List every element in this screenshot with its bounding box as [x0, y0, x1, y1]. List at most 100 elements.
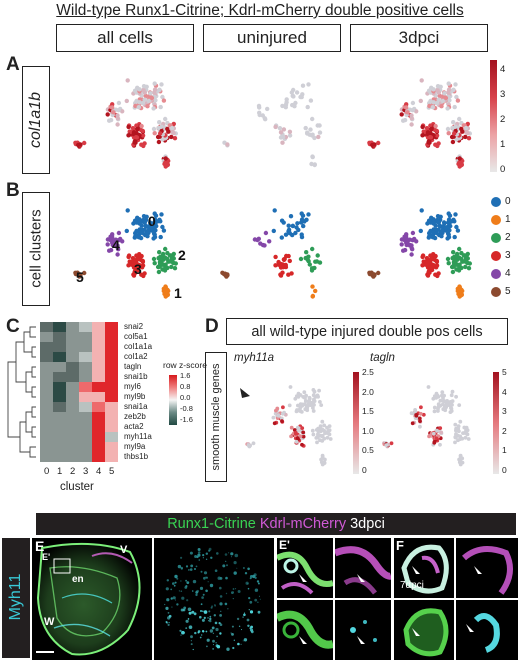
umap-point [420, 124, 425, 130]
umap-point [293, 431, 298, 436]
cyan-signal [258, 595, 260, 597]
cyan-signal [201, 618, 205, 622]
heatmap-cell [92, 402, 105, 412]
heatmap-gene-label: snai1b [124, 372, 148, 381]
umap-point [445, 236, 450, 241]
umap-point [152, 81, 157, 86]
colorbar-tick: 0 [502, 464, 507, 475]
heatmap-cell [79, 342, 92, 352]
cyan-signal [206, 645, 208, 648]
umap-point [301, 434, 306, 439]
umap-point [126, 254, 131, 260]
umap-point [152, 217, 158, 222]
umap-point [430, 235, 435, 240]
cyan-signal [197, 553, 201, 557]
umap-point [425, 260, 431, 265]
cyan-signal [180, 590, 183, 592]
heatmap-cell [92, 322, 105, 332]
umap-point [465, 432, 469, 436]
umap-point [160, 224, 165, 230]
umap-point [279, 416, 284, 421]
colorbar-tick: 2.5 [362, 367, 374, 377]
umap-point [451, 250, 456, 255]
cyan-signal [212, 632, 214, 634]
cyan-signal [174, 574, 178, 579]
cyan-signal [191, 610, 195, 614]
umap-point [145, 234, 150, 239]
heatmap-gene-label: snai2 [124, 322, 144, 331]
myh11-side-box: Myh11 [2, 538, 30, 658]
umap-point [455, 426, 459, 431]
umap-point [169, 264, 174, 270]
umap-point [314, 436, 319, 440]
umap-point [313, 259, 318, 264]
legend-swatch [491, 232, 501, 243]
heatmap-gene-label: col1a2 [124, 352, 148, 361]
panel-letter-e: E [35, 538, 45, 554]
dendrogram-branch [29, 326, 36, 338]
umap-point [315, 123, 320, 128]
umap-point [443, 225, 449, 231]
umap-point [389, 441, 394, 446]
heatmap-cell [79, 422, 92, 432]
umap-point [145, 104, 150, 109]
cyan-signal [185, 565, 189, 568]
umap-point [298, 434, 303, 439]
panel-letter-d: D [205, 316, 219, 337]
cyan-signal [202, 554, 205, 557]
legend-item: 3 [491, 250, 511, 261]
umap-point [300, 442, 304, 447]
heatmap-cell [40, 362, 53, 372]
umap-point [299, 211, 304, 216]
umap-myh11a [240, 385, 333, 467]
umap-point [309, 133, 315, 138]
umap-point [157, 120, 162, 125]
umap-point [141, 214, 147, 219]
micro-e-prime-cyan [335, 600, 391, 660]
umap-point [427, 434, 431, 439]
umap-point [457, 116, 462, 122]
umap-point [414, 413, 419, 418]
umap-point [297, 428, 301, 433]
heatmap-cell [105, 452, 118, 462]
legend-swatch [491, 196, 501, 207]
heatmap-cell [105, 322, 118, 332]
heatmap-cell [40, 372, 53, 382]
umap-point [120, 109, 125, 114]
heatmap-cell [53, 442, 66, 452]
cyan-signal [230, 632, 232, 634]
cyan-signal [180, 634, 182, 636]
cyan-signal [207, 581, 209, 583]
heatmap-cell [66, 422, 79, 432]
umap-point [120, 239, 125, 244]
cyan-signal [225, 560, 227, 562]
heatmap-cell [92, 372, 105, 382]
cyan-signal [243, 638, 248, 642]
heatmap-cell [40, 432, 53, 442]
heatmap-gene-label: myl6 [124, 382, 141, 391]
umap-point [169, 255, 175, 261]
umap-point [149, 225, 155, 231]
heatmap-cell [40, 442, 53, 452]
umap-point [158, 131, 163, 136]
cyan-signal [192, 579, 197, 584]
umap-point [310, 246, 315, 252]
gene-label-tagln: tagln [370, 352, 395, 364]
umap-point [453, 212, 458, 217]
umap-point [464, 428, 468, 432]
micro-e-merge: E V E' en W [32, 538, 152, 660]
heatmap-cell [79, 332, 92, 342]
cyan-signal [174, 599, 177, 601]
legend-label: 1 [505, 214, 511, 225]
cyan-signal [257, 601, 259, 603]
umap-point [328, 437, 333, 441]
cyan-signal [235, 588, 237, 590]
umap-point [134, 253, 139, 258]
umap-point [451, 120, 456, 125]
legend-label: 3 [505, 250, 511, 261]
cyan-signal [237, 590, 241, 593]
cyan-signal [233, 571, 237, 575]
umap-point [433, 123, 438, 129]
heatmap-cell [53, 392, 66, 402]
umap-point [286, 272, 291, 277]
